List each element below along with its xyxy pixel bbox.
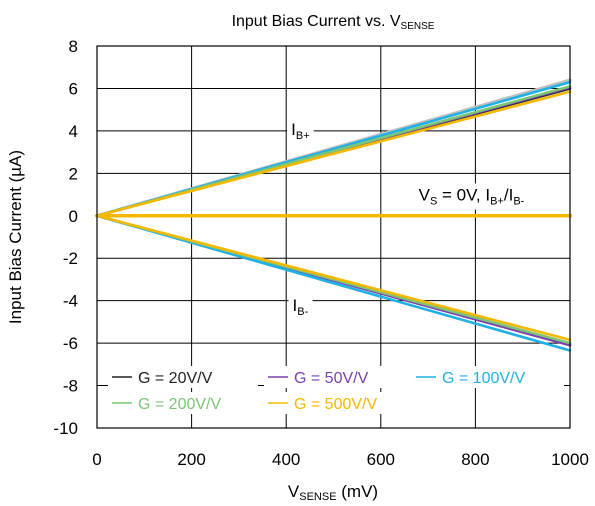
annotation-ib-plus: IB+ [291,120,310,142]
legend-label: G = 200V/V [138,396,221,413]
legend-bg [412,366,564,388]
legend-label: G = 50V/V [294,370,369,387]
x-tick-label: 200 [177,450,205,469]
legend-label: G = 20V/V [138,370,213,387]
y-tick-label: -6 [63,334,78,353]
annotation-ib-minus: IB- [293,296,309,318]
legend-bg [264,392,414,414]
legend-label: G = 100V/V [442,370,525,387]
legend-bg [264,366,414,388]
y-tick-label: 6 [69,79,78,98]
legend-bg [108,366,258,388]
y-axis-label: Input Bias Current (µA) [6,150,25,324]
chart-title: Input Bias Current vs. VSENSE [232,13,435,32]
legend-bg [108,392,258,414]
y-tick-label: -10 [53,419,78,438]
x-tick-label: 0 [92,450,101,469]
legend: G = 20V/V G = 50V/V G = 100V/V G = 200V/V G … [108,366,564,414]
legend-label: G = 500V/V [294,396,377,413]
x-axis-label: VSENSE (mV) [288,482,378,503]
x-tick-label: 800 [461,450,489,469]
tick-labels: 0 200 400 600 800 1000 8 6 4 2 0 -2 -4 -6 -8 -10 [53,37,588,469]
x-tick-label: 600 [367,450,395,469]
y-tick-label: 2 [69,164,78,183]
plot-frame [96,45,571,429]
annotations: IB+ IB- VS = 0V, IB+/IB- [287,117,529,320]
y-tick-label: -8 [63,377,78,396]
annotation-vs-zero: VS = 0V, IB+/IB- [419,186,525,208]
y-tick-label: 8 [69,37,78,56]
y-tick-label: 4 [69,122,78,141]
y-tick-label: -2 [63,249,78,268]
series-line-ib-plus [95,90,572,218]
y-tick-label: 0 [69,207,78,226]
y-tick-label: -4 [63,292,78,311]
x-tick-label: 1000 [551,450,589,469]
series-group [95,78,572,352]
series-line-ib-minus [95,214,572,342]
x-tick-label: 400 [272,450,300,469]
